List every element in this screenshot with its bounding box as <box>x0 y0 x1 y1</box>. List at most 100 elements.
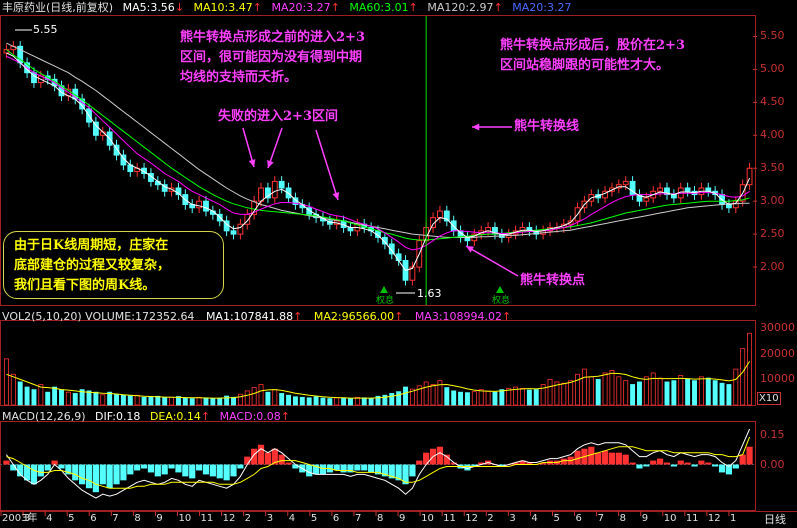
volume-bar <box>72 393 78 406</box>
volume-bar <box>382 394 388 406</box>
volume-bar <box>712 380 718 406</box>
volume-bar <box>258 384 264 406</box>
volume-bar <box>396 391 402 406</box>
volume-panel-frame <box>0 320 756 406</box>
volume-bar <box>196 396 202 406</box>
volume-bar <box>650 372 656 406</box>
macd-header: MACD(12,26,9) DIF:0.18 DEA:0.14↑ MACD:0.… <box>2 410 290 424</box>
macd-bar <box>684 462 691 465</box>
volume-bar <box>93 391 99 406</box>
macd-bar <box>319 464 327 475</box>
dea-line <box>6 436 751 489</box>
candle-body <box>306 207 313 215</box>
macd-bar <box>230 464 237 477</box>
x-tick-label: 2 <box>487 513 494 524</box>
volume-bar <box>513 386 519 406</box>
annotation-before-crossover: 熊牛转换点形成之前的进入2+3 区间，很可能因为没有得到中期 均线的支持而夭折。 <box>180 28 365 88</box>
macd-bar <box>705 462 712 465</box>
macd-bar <box>333 464 340 471</box>
macd-bar <box>257 444 265 465</box>
candle-body <box>664 187 670 196</box>
volume-bar <box>403 386 408 406</box>
x-tick-label: 7 <box>597 513 604 524</box>
volume-bar <box>464 392 470 406</box>
vma3-label: MA3:108994.02 <box>414 310 503 323</box>
volume-bar <box>458 391 464 406</box>
macd-bar <box>471 464 478 467</box>
y-tick-label: 5.50 <box>760 29 785 43</box>
volume-bar <box>478 389 484 406</box>
candle-body <box>388 243 395 255</box>
macd-panel-frame <box>0 421 756 511</box>
macd-bar <box>251 448 258 465</box>
y-tick-label: 5.00 <box>760 62 785 76</box>
macd-bar <box>670 464 677 467</box>
macd-bar <box>10 464 17 471</box>
vma2-label: MA2:96566.00 <box>313 310 395 323</box>
volume-bar <box>540 384 546 406</box>
macd-bar <box>739 454 746 465</box>
macd-bar <box>512 462 519 465</box>
candle-body <box>409 266 416 281</box>
volume-bar <box>3 358 9 406</box>
x-tick-label: 4 <box>531 513 538 524</box>
volume-bar <box>423 381 429 406</box>
arrow-up-icon: ↑ <box>408 1 418 14</box>
volume-bar <box>368 397 374 406</box>
macd-bar <box>175 464 182 473</box>
volume-bar <box>24 386 30 406</box>
volume-bar <box>602 372 608 406</box>
volume-bar <box>389 393 395 406</box>
candle-body <box>732 200 739 209</box>
volume-bar <box>182 397 188 406</box>
candle-body <box>657 187 664 192</box>
volume-bar <box>107 391 113 406</box>
volume-ma-line <box>6 361 751 399</box>
arrow-icon-head <box>472 123 480 131</box>
volume-bar <box>643 376 649 406</box>
volume-unit-label: X10 <box>757 392 781 405</box>
macd-bar <box>395 464 402 481</box>
volume-bar <box>437 380 443 406</box>
macd-bar <box>718 464 726 473</box>
volume-y-tick-label: 30000 <box>760 321 795 335</box>
rights-triangle-icon <box>496 286 504 293</box>
volume-bar <box>526 389 532 406</box>
volume-bar <box>279 393 285 406</box>
volume-bar <box>286 394 292 406</box>
x-tick-label: 12 <box>465 513 478 524</box>
arrow-icon-head <box>332 192 340 200</box>
macd-bar <box>402 464 409 485</box>
macd-bar <box>264 452 272 465</box>
macd-bar <box>478 462 485 465</box>
volume-bar <box>485 390 491 406</box>
volume-bar <box>155 395 161 406</box>
rights-marker-2: 权息 <box>492 296 511 306</box>
volume-bar <box>175 396 181 406</box>
macd-bar <box>657 458 664 465</box>
volume-bar <box>341 397 347 406</box>
volume-bar <box>299 396 305 406</box>
arrow-icon-head <box>248 159 256 167</box>
ma5-label: MA5:3.56 <box>122 1 175 14</box>
candle-body <box>175 187 182 196</box>
macd-bar <box>237 464 244 469</box>
ma20-label: MA20:3.27 <box>271 1 331 14</box>
ma250-label: MA20:3.27 <box>512 1 572 14</box>
volume-y-tick-label: 20000 <box>760 346 795 360</box>
arrow-up-icon: ↑ <box>293 310 303 323</box>
macd-bar <box>643 464 650 467</box>
price-header: 丰原药业(日线,前复权) MA5:3.56↓ MA10:3.47↑ MA20:3… <box>2 1 572 15</box>
volume-bar <box>348 398 353 406</box>
x-tick-label: 8 <box>619 513 627 524</box>
volume-bar <box>568 380 574 406</box>
arrow-up-icon: ↑ <box>280 410 290 423</box>
period-label[interactable]: 日线 <box>764 513 786 526</box>
candle-body <box>464 236 471 242</box>
vma1-label: MA1:107841.88 <box>205 310 294 323</box>
volume-bar <box>127 395 133 406</box>
macd-bar <box>663 462 671 465</box>
macd-bar <box>615 452 622 465</box>
